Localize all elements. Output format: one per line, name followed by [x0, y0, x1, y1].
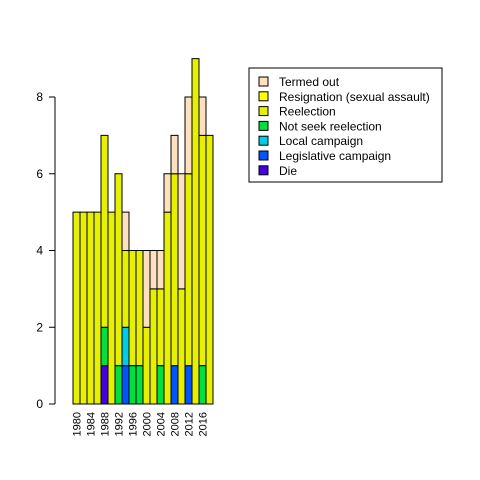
bar-segment — [73, 212, 80, 404]
bar-segment — [108, 212, 115, 404]
x-tick-label: 2008 — [170, 412, 182, 436]
x-tick-label: 2012 — [184, 412, 196, 436]
y-tick-label: 2 — [36, 320, 43, 334]
bar-segment — [80, 212, 87, 404]
bar-segment — [199, 97, 206, 135]
bar-segment — [129, 251, 136, 366]
bar-segment — [171, 135, 178, 173]
bar-segment — [136, 366, 143, 404]
bar-segment — [164, 174, 171, 212]
bar-segment — [171, 174, 178, 366]
legend-swatch — [259, 77, 268, 86]
bar-segment — [185, 174, 192, 366]
x-tick-label: 1988 — [100, 412, 112, 436]
x-tick-label: 1980 — [72, 412, 84, 436]
legend-entry-label: Resignation (sexual assault) — [279, 90, 430, 104]
bar-segment — [157, 366, 164, 404]
bar-segment — [192, 59, 199, 404]
legend-swatch — [259, 121, 268, 130]
legend-entry-label: Termed out — [279, 75, 340, 89]
y-tick-label: 0 — [36, 397, 43, 411]
bar-segment — [115, 366, 122, 404]
bar-segment — [101, 327, 108, 365]
bar-segment — [143, 251, 150, 328]
legend-entry-label: Not seek reelection — [279, 119, 382, 133]
bar-segment — [178, 289, 185, 404]
x-tick-label: 2000 — [142, 412, 154, 436]
bar-segment — [136, 251, 143, 366]
bar-segment — [206, 135, 213, 404]
legend-entry-label: Die — [279, 164, 297, 178]
bar-segment — [185, 97, 192, 174]
bar-segment — [178, 174, 185, 289]
bar-segment — [164, 212, 171, 404]
bar-segment — [185, 366, 192, 404]
x-tick-label: 2004 — [156, 412, 168, 436]
bar-segment — [171, 366, 178, 404]
legend-swatch — [259, 92, 268, 101]
x-axis: 1980 1984 1988 1992 1996 2000 2004 2008 2012 2016 — [72, 412, 210, 436]
bar-segment — [122, 212, 129, 250]
legend-entry-label: Reelection — [279, 105, 336, 119]
legend-entry-label: Legislative campaign — [279, 149, 391, 163]
bar-segment — [129, 366, 136, 404]
bars-layer — [73, 59, 213, 404]
bar-segment — [101, 135, 108, 327]
x-tick-label: 2016 — [198, 412, 210, 436]
bar-segment — [87, 212, 94, 404]
y-tick-label: 4 — [36, 244, 43, 258]
bar-segment — [157, 289, 164, 366]
bar-segment — [122, 366, 129, 404]
legend-swatch — [259, 136, 268, 145]
legend-entry-label: Local campaign — [279, 134, 363, 148]
bar-segment — [150, 251, 157, 289]
bar-segment — [94, 212, 101, 404]
bar-segment — [122, 327, 129, 365]
x-tick-label: 1996 — [128, 412, 140, 436]
bar-segment — [199, 135, 206, 365]
bar-segment — [122, 251, 129, 328]
y-tick-label: 6 — [36, 167, 43, 181]
bar-segment — [115, 174, 122, 366]
legend-swatch — [259, 107, 268, 116]
bar-segment — [199, 366, 206, 404]
x-tick-label: 1984 — [86, 412, 98, 436]
bar-segment — [157, 251, 164, 289]
bar-segment — [150, 289, 157, 404]
x-tick-label: 1992 — [114, 412, 126, 436]
y-tick-label: 8 — [36, 90, 43, 104]
bar-segment — [143, 327, 150, 404]
y-axis: 0 2 4 6 8 — [36, 90, 55, 411]
bar-segment — [101, 366, 108, 404]
legend-swatch — [259, 151, 268, 160]
legend-swatch — [259, 166, 268, 175]
